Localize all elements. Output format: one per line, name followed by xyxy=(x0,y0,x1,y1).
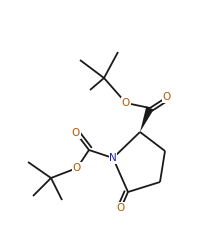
Text: O: O xyxy=(73,163,81,173)
Text: O: O xyxy=(162,92,170,102)
Text: O: O xyxy=(71,128,80,138)
Text: O: O xyxy=(121,98,130,108)
Text: O: O xyxy=(116,203,124,213)
Text: N: N xyxy=(109,153,116,163)
Polygon shape xyxy=(139,106,153,132)
